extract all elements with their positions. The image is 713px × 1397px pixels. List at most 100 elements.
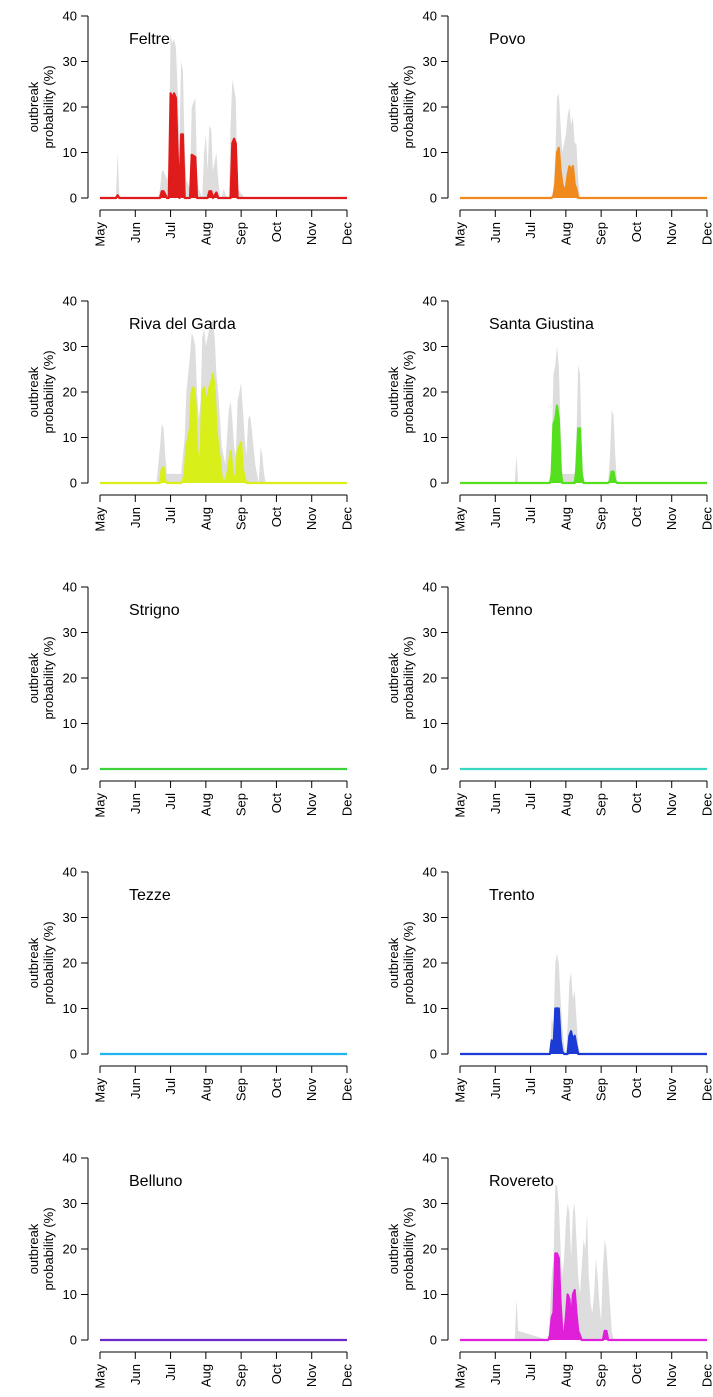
x-tick-label: Aug [558, 222, 573, 245]
x-tick-label: Jul [163, 507, 178, 524]
y-axis-label: outbreak [386, 366, 401, 417]
y-tick-label: 30 [423, 54, 437, 69]
y-tick-label: 0 [430, 1047, 437, 1062]
uncertainty-band [460, 346, 707, 483]
x-tick-label: May [93, 507, 108, 532]
x-tick-label: Sep [594, 507, 609, 530]
x-tick-label: Jun [128, 793, 143, 814]
y-tick-label: 0 [70, 762, 77, 777]
x-tick-label: Aug [558, 1078, 573, 1101]
y-tick-label: 20 [63, 385, 77, 400]
y-tick-label: 40 [423, 865, 437, 880]
y-tick-label: 0 [430, 1333, 437, 1348]
x-tick-label: Oct [269, 1078, 284, 1099]
x-tick-label: Jun [488, 1364, 503, 1385]
y-axis-label: outbreak [26, 81, 41, 132]
x-tick-label: Oct [629, 507, 644, 528]
y-tick-label: 30 [423, 339, 437, 354]
y-tick-label: 0 [430, 476, 437, 491]
x-tick-label: Jul [163, 222, 178, 239]
y-tick-label: 10 [423, 430, 437, 445]
y-tick-label: 30 [423, 910, 437, 925]
uncertainty-band [100, 34, 347, 199]
y-tick-label: 30 [423, 625, 437, 640]
y-tick-label: 20 [423, 956, 437, 971]
x-tick-label: Jul [523, 793, 538, 810]
y-tick-label: 0 [70, 476, 77, 491]
probability-area [460, 147, 707, 198]
x-tick-label: Oct [269, 507, 284, 528]
y-tick-label: 40 [423, 1151, 437, 1166]
x-tick-label: May [453, 1364, 468, 1389]
x-tick-label: Jul [523, 1078, 538, 1095]
panel-riva-del-garda: 0 10 20 30 40 May Jun Jul Aug Sep Oct Nov Dec outbrea… [26, 294, 355, 532]
y-axis-label: probability (%) [41, 350, 56, 433]
x-tick-label: Dec [700, 222, 713, 246]
x-tick-label: May [453, 1078, 468, 1103]
probability-area [100, 93, 347, 198]
y-axis-label: outbreak [26, 652, 41, 703]
panel-title: Riva del Garda [129, 316, 236, 333]
probability-line [460, 146, 707, 200]
x-tick-label: Nov [304, 793, 319, 817]
y-axis-label: probability (%) [401, 636, 416, 719]
probability-line [460, 1007, 707, 1056]
x-tick-label: Aug [198, 222, 213, 245]
x-tick-label: Sep [594, 222, 609, 245]
uncertainty-band [460, 1185, 707, 1340]
y-tick-label: 0 [430, 762, 437, 777]
x-tick-label: Nov [664, 1364, 679, 1388]
x-tick-label: May [93, 793, 108, 818]
x-tick-label: Aug [198, 793, 213, 816]
panel-feltre: 0 10 20 30 40 May Jun Jul Aug Sep Oct Nov Dec outbrea… [26, 9, 355, 247]
x-tick-label: Oct [269, 1364, 284, 1385]
x-tick-label: Jun [488, 793, 503, 814]
x-tick-label: Nov [304, 1364, 319, 1388]
x-tick-label: Dec [340, 793, 355, 817]
y-axis-label: probability (%) [41, 65, 56, 148]
x-tick-label: Jul [523, 1364, 538, 1381]
y-tick-label: 40 [423, 580, 437, 595]
y-tick-label: 10 [63, 1287, 77, 1302]
y-tick-label: 10 [423, 1287, 437, 1302]
x-tick-label: Jun [128, 222, 143, 243]
y-axis-label: probability (%) [41, 636, 56, 719]
x-tick-label: Sep [594, 1364, 609, 1387]
x-tick-label: Nov [304, 507, 319, 531]
y-tick-label: 10 [63, 430, 77, 445]
y-axis-label: probability (%) [401, 350, 416, 433]
y-axis-label: probability (%) [401, 1207, 416, 1290]
y-axis-label: outbreak [386, 937, 401, 988]
x-tick-label: Jul [163, 1078, 178, 1095]
panel-trento: 0 10 20 30 40 May Jun Jul Aug Sep Oct Nov Dec outbrea… [386, 865, 713, 1103]
x-tick-label: Aug [558, 507, 573, 530]
y-axis-label: outbreak [386, 81, 401, 132]
x-tick-label: Sep [234, 1078, 249, 1101]
y-tick-label: 20 [423, 385, 437, 400]
x-tick-label: Oct [629, 1364, 644, 1385]
y-tick-label: 20 [63, 1242, 77, 1257]
panel-tezze: 0 10 20 30 40 May Jun Jul Aug Sep Oct Nov Dec outbrea… [26, 865, 355, 1103]
y-tick-label: 40 [423, 9, 437, 24]
x-tick-label: Oct [269, 222, 284, 243]
y-tick-label: 20 [63, 100, 77, 115]
y-tick-label: 30 [63, 625, 77, 640]
x-tick-label: Oct [629, 1078, 644, 1099]
x-tick-label: Jun [128, 1078, 143, 1099]
x-tick-label: Sep [234, 793, 249, 816]
x-tick-label: May [93, 1078, 108, 1103]
x-tick-label: Dec [340, 507, 355, 531]
panel-title: Rovereto [489, 1173, 554, 1190]
y-tick-label: 20 [423, 671, 437, 686]
y-tick-label: 10 [63, 145, 77, 160]
x-tick-label: Sep [234, 507, 249, 530]
x-tick-label: Sep [234, 222, 249, 245]
y-tick-label: 0 [430, 191, 437, 206]
x-tick-label: May [93, 222, 108, 247]
x-tick-label: Dec [700, 1364, 713, 1388]
panel-tenno: 0 10 20 30 40 May Jun Jul Aug Sep Oct Nov Dec outbrea… [386, 580, 713, 818]
y-tick-label: 0 [70, 1047, 77, 1062]
y-tick-label: 30 [63, 910, 77, 925]
x-tick-label: May [453, 507, 468, 532]
